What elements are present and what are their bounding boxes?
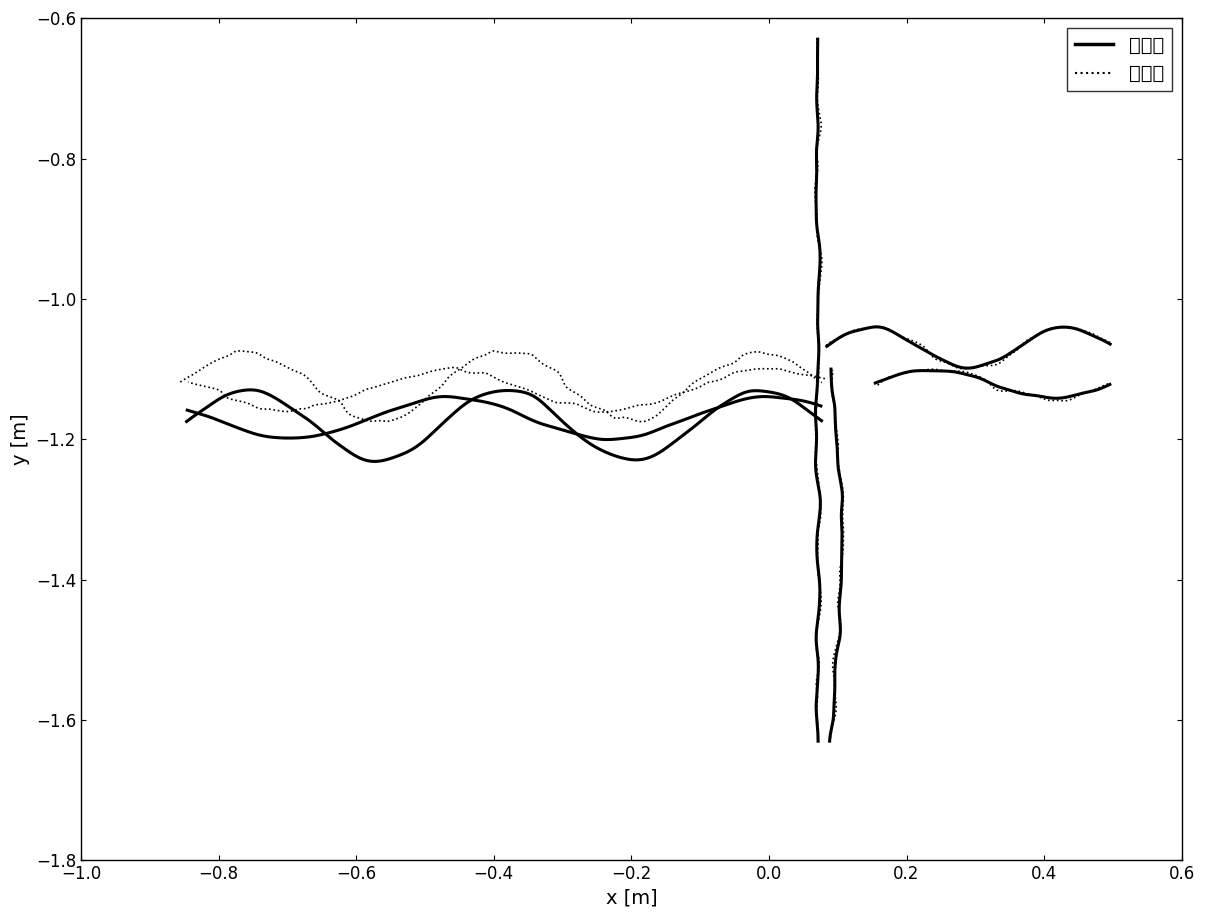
Line: 真实值: 真实值 xyxy=(187,390,821,461)
真实值 xyxy=(484,387,498,398)
X-axis label: x [m]: x [m] xyxy=(605,889,657,908)
Line: 估计值: 估计值 xyxy=(180,351,821,422)
真实值 xyxy=(704,407,719,418)
真实值 xyxy=(804,408,819,419)
真实值 xyxy=(487,386,502,397)
估计值 xyxy=(232,346,246,357)
估计值 xyxy=(558,380,573,391)
估计值 xyxy=(703,368,718,379)
估计值 xyxy=(525,349,539,360)
估计值 xyxy=(484,346,498,357)
估计值 xyxy=(814,377,829,388)
真实值 xyxy=(814,415,829,426)
真实值 xyxy=(561,421,575,432)
估计值 xyxy=(803,369,818,380)
真实值 xyxy=(180,416,194,427)
估计值 xyxy=(172,377,187,388)
估计值 xyxy=(634,416,649,427)
真实值 xyxy=(526,391,540,402)
估计值 xyxy=(486,346,500,357)
真实值 xyxy=(368,456,382,467)
真实值 xyxy=(244,384,258,395)
Y-axis label: y [m]: y [m] xyxy=(11,414,30,465)
Legend: 真实值, 估计值: 真实值, 估计值 xyxy=(1067,28,1172,91)
